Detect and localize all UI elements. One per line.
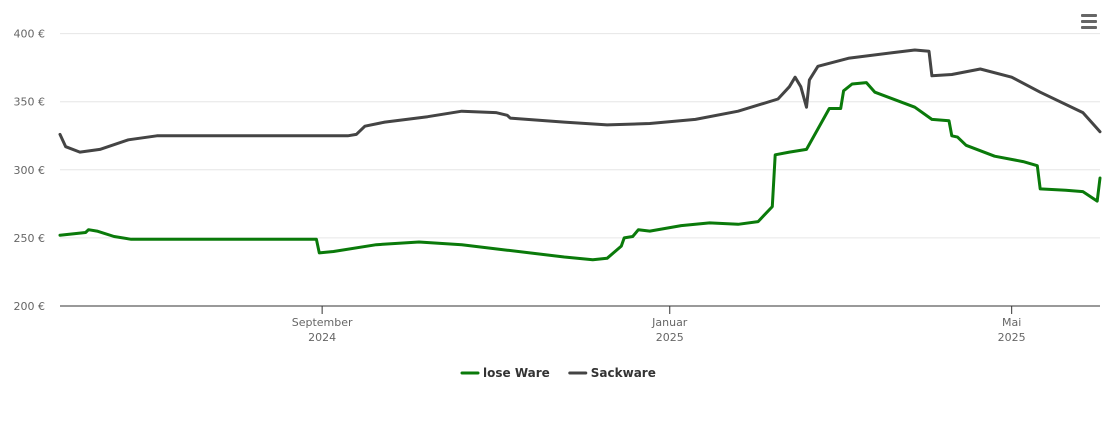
legend: lose Ware Sackware xyxy=(460,366,656,380)
grid-lines xyxy=(60,33,1100,239)
series-line-lose-ware xyxy=(58,81,1102,262)
hamburger-menu-icon[interactable] xyxy=(1077,10,1101,32)
x-tick-year-label: 2025 xyxy=(998,331,1026,344)
x-axis: September 2024 Januar 2025 Mai 2025 xyxy=(60,305,1100,344)
x-tick-year-label: 2024 xyxy=(308,331,336,344)
legend-label: lose Ware xyxy=(483,366,550,380)
legend-item[interactable]: Sackware xyxy=(568,366,656,380)
legend-label: Sackware xyxy=(591,366,656,380)
series-lines xyxy=(58,48,1102,262)
x-tick-label: Januar xyxy=(651,316,688,329)
y-tick-label: 250 € xyxy=(14,232,46,245)
y-tick-label: 400 € xyxy=(14,28,46,41)
legend-item[interactable]: lose Ware xyxy=(460,366,550,380)
y-tick-label: 200 € xyxy=(14,300,46,313)
y-tick-label: 350 € xyxy=(14,96,46,109)
x-tick-label: September xyxy=(292,316,353,329)
x-tick-label: Mai xyxy=(1002,316,1021,329)
x-tick-year-label: 2025 xyxy=(656,331,684,344)
y-axis: 200 € 250 € 300 € 350 € 400 € xyxy=(14,28,46,313)
y-tick-label: 300 € xyxy=(14,164,46,177)
series-line-sackware xyxy=(58,48,1102,154)
